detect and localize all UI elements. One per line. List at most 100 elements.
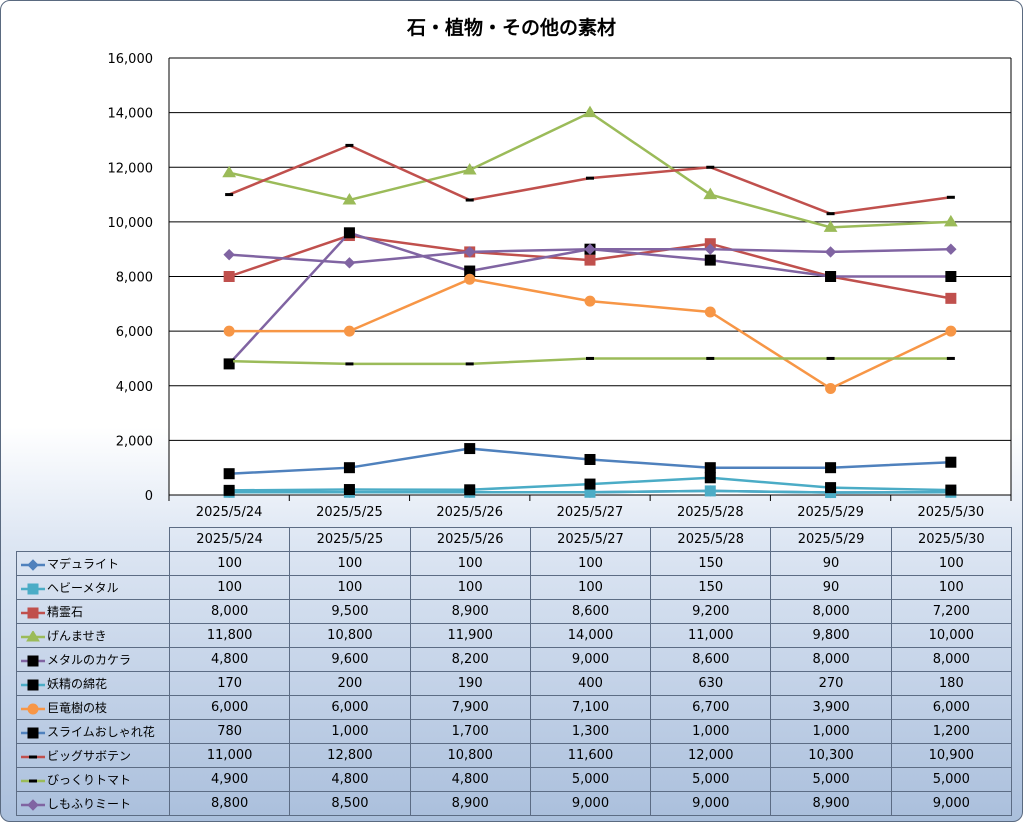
- x-tick-label: 2025/5/26: [436, 505, 503, 520]
- legend-label: げんませき: [47, 629, 107, 643]
- data-point: [465, 362, 474, 366]
- table-cell: 5,000: [650, 767, 772, 792]
- data-point: [946, 195, 955, 199]
- series-3: [222, 105, 958, 232]
- table-row: びっくりトマト 4,900 4,800 4,800 5,000 5,000 5,000 5,0…: [16, 767, 1012, 792]
- series-9: [225, 356, 955, 366]
- table-cell: 100: [529, 575, 652, 600]
- series-10: [223, 243, 957, 269]
- legend-key: [21, 727, 45, 738]
- table-cell: 1,000: [289, 719, 411, 744]
- legend-label: 精霊石: [47, 605, 84, 619]
- table-row: ヘビーメタル 100 100 100 100 150 90 100: [16, 575, 1012, 600]
- data-point: [223, 248, 235, 261]
- table-row: マデュライト 100 100 100 100 150 90 100: [16, 551, 1012, 576]
- legend-label: スライムおしゃれ花: [47, 725, 155, 739]
- y-tick-label: 2,000: [116, 434, 153, 449]
- table-cell: 90: [770, 575, 892, 600]
- legend-label: マデュライト: [47, 557, 120, 571]
- data-point: [704, 306, 716, 318]
- y-tick-label: 10,000: [108, 216, 154, 231]
- table-cell: 10,800: [409, 743, 531, 768]
- table-cell: 1,000: [770, 719, 892, 744]
- legend-entry: スライムおしゃれ花: [16, 719, 170, 744]
- data-point: [945, 271, 957, 282]
- table-cell: 9,000: [529, 647, 652, 672]
- legend-label: びっくりトマト: [47, 773, 132, 787]
- data-point: [945, 292, 957, 304]
- table-header-cell: 2025/5/26: [409, 527, 531, 552]
- legend-key: [21, 679, 45, 690]
- table-cell: 150: [650, 551, 772, 576]
- legend-key: [21, 755, 45, 758]
- table-cell: 12,800: [289, 743, 411, 768]
- data-point: [29, 779, 37, 782]
- table-cell: 6,000: [289, 695, 411, 720]
- table-cell: 4,900: [168, 767, 291, 792]
- table-cell: 12,000: [650, 743, 772, 768]
- legend-label: メタルのカケラ: [47, 653, 132, 667]
- data-point: [343, 257, 356, 269]
- table-cell: 4,800: [168, 647, 291, 672]
- data-point: [584, 478, 596, 490]
- legend-entry: 巨竜樹の枝: [16, 695, 170, 720]
- data-point: [826, 356, 835, 360]
- legend-entry: メタルのカケラ: [16, 647, 170, 672]
- table-cell: 780: [168, 719, 291, 744]
- data-point: [945, 243, 957, 255]
- table-cell: 8,800: [168, 791, 291, 816]
- series-8: [225, 143, 955, 216]
- table-header-cell: 2025/5/28: [650, 527, 772, 552]
- table-cell: 8,000: [770, 647, 892, 672]
- data-point: [943, 214, 958, 227]
- data-point: [223, 325, 235, 337]
- x-tick-label: 2025/5/29: [797, 505, 864, 520]
- data-point: [584, 243, 596, 255]
- table-row: ビッグサボテン 11,000 12,800 10,800 11,600 12,000 10,…: [16, 743, 1012, 768]
- table-cell: 8,900: [409, 791, 531, 816]
- data-point: [704, 243, 716, 255]
- data-point: [26, 630, 40, 641]
- data-point: [823, 220, 838, 232]
- legend-label: 妖精の綿花: [47, 677, 108, 691]
- table-cell: 11,000: [168, 743, 291, 768]
- table-cell: 1,700: [409, 719, 531, 744]
- table-cell: 8,000: [890, 647, 1012, 672]
- data-point: [29, 755, 37, 758]
- table-cell: 200: [289, 671, 411, 696]
- table-cell: 150: [650, 575, 772, 600]
- table-row: げんませき 11,800 10,800 11,900 14,000 11,000 9,800…: [16, 623, 1012, 648]
- legend-key: [21, 779, 45, 782]
- legend-entry: げんませき: [16, 623, 170, 648]
- data-table: 2025/5/24 2025/5/25 2025/5/26 2025/5/27 2025…: [16, 527, 1012, 816]
- chart-title: 石・植物・その他の素材: [406, 17, 616, 39]
- data-point: [826, 212, 835, 216]
- data-point: [343, 462, 355, 474]
- data-point: [345, 362, 354, 366]
- legend-label: ビッグサボテン: [47, 749, 132, 763]
- data-point: [27, 703, 39, 714]
- table-cell: 9,800: [770, 623, 892, 648]
- data-point: [343, 227, 355, 239]
- table-corner-cell: [16, 527, 170, 552]
- table-cell: 9,600: [289, 647, 411, 672]
- series-7: [223, 443, 957, 480]
- table-cell: 8,000: [770, 599, 892, 624]
- data-point: [223, 468, 235, 480]
- y-tick-label: 8,000: [116, 271, 153, 286]
- data-point: [586, 356, 594, 360]
- table-cell: 5,000: [770, 767, 892, 792]
- table-cell: 8,900: [409, 599, 531, 624]
- data-point: [945, 456, 957, 468]
- table-cell: 8,500: [289, 791, 411, 816]
- y-tick-label: 12,000: [108, 161, 154, 176]
- legend-entry: ヘビーメタル: [16, 575, 170, 600]
- table-row: 妖精の綿花 170 200 190 400 630 270 180: [16, 671, 1012, 696]
- legend-key: [21, 558, 45, 571]
- table-cell: 8,000: [168, 599, 291, 624]
- data-point: [223, 358, 235, 370]
- y-tick-label: 4,000: [116, 380, 153, 395]
- series-6: [223, 273, 957, 394]
- legend-entry: びっくりトマト: [16, 767, 170, 792]
